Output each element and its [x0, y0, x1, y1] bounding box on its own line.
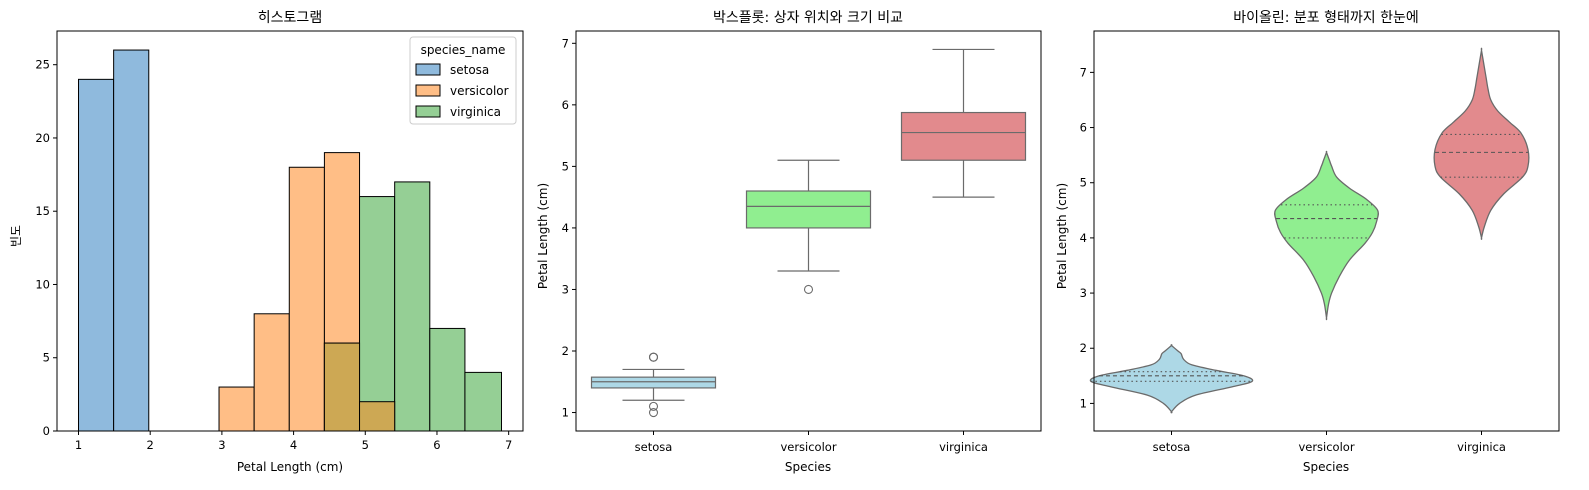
histogram-bar-versicolor	[218, 386, 255, 432]
histogram-legend: species_name setosa versicolor virginica	[409, 36, 517, 125]
histogram-bar-virginica	[394, 181, 431, 432]
violin-panel: 바이올린: 분포 형태까지 한눈에 setosa versicolor virgin…	[1055, 10, 1560, 474]
histogram-y-tick-label: 25	[35, 58, 50, 72]
box-setosa-iqr	[590, 376, 717, 389]
boxplot-y-tick-label: 6	[562, 98, 569, 112]
boxplot-y-tick-label: 5	[562, 159, 569, 173]
histogram-bar-overlap	[323, 342, 361, 432]
violin-frame	[1093, 30, 1560, 432]
boxplot-y-tick-label: 7	[562, 36, 569, 50]
histogram-y-tick-label: 0	[43, 424, 50, 438]
legend-box	[409, 36, 517, 125]
legend-label-versicolor: versicolor	[450, 84, 509, 98]
box-setosa-outlier	[648, 407, 659, 418]
histogram-bar-virginica	[359, 196, 396, 432]
violin-versicolor-body	[1274, 150, 1379, 321]
boxplot-x-tick-label: setosa	[635, 440, 673, 454]
histogram-x-tick-label: 4	[290, 438, 297, 452]
boxplot-title: 박스플롯: 상자 위치와 크기 비교	[713, 10, 903, 26]
violin-y-ticks: 1 2 3 4 5 6 7	[1080, 65, 1094, 410]
histogram-x-tick-label: 3	[218, 438, 225, 452]
legend-swatch-versicolor	[415, 84, 441, 97]
histogram-panel: 히스토그램 1 2 3 4 5 6 7 0 5 10 15 20 25 Petal Length (c…	[9, 10, 524, 474]
histogram-x-tick-label: 2	[147, 438, 154, 452]
violin-y-label: Petal Length (cm)	[1055, 183, 1069, 289]
violin-x-ticks: setosa versicolor virginica	[1153, 431, 1506, 454]
histogram-bars	[78, 49, 502, 432]
violin-y-tick-label: 5	[1080, 176, 1087, 190]
histogram-bar-virginica	[429, 327, 466, 432]
violin-x-tick-label: versicolor	[1298, 440, 1354, 454]
histogram-bar-versicolor	[253, 313, 290, 432]
histogram-x-tick-label: 5	[362, 438, 369, 452]
histogram-y-ticks: 0 5 10 15 20 25	[35, 58, 57, 438]
histogram-bar-setosa	[78, 78, 115, 432]
violin-x-tick-label: setosa	[1153, 440, 1191, 454]
boxplot-y-tick-label: 2	[562, 344, 569, 358]
violin-x-label: Species	[1303, 460, 1349, 474]
histogram-title: 히스토그램	[258, 10, 322, 26]
boxplot-panel: 박스플롯: 상자 위치와 크기 비교 setosa versicolor virgi…	[536, 10, 1042, 474]
boxplot-boxes	[590, 48, 1027, 418]
histogram-frame	[56, 30, 524, 432]
violin-y-tick-label: 3	[1080, 286, 1087, 300]
violin-y-tick-label: 1	[1080, 396, 1087, 410]
boxplot-y-ticks: 1 2 3 4 5 6 7	[562, 36, 576, 420]
histogram-y-tick-label: 5	[43, 351, 50, 365]
histogram-bar-virginica	[464, 371, 502, 432]
histogram-x-ticks: 1 2 3 4 5 6 7	[75, 431, 512, 452]
legend-title: species_name	[421, 43, 506, 57]
histogram-x-tick-label: 6	[433, 438, 440, 452]
histogram-y-tick-label: 20	[35, 131, 50, 145]
legend-label-virginica: virginica	[450, 105, 501, 119]
box-versicolor-iqr	[745, 190, 872, 229]
violin-y-tick-label: 7	[1080, 65, 1087, 79]
violin-virginica-body	[1433, 47, 1530, 240]
legend-swatch-setosa	[415, 63, 441, 76]
boxplot-frame	[575, 30, 1042, 432]
boxplot-x-tick-label: versicolor	[780, 440, 836, 454]
violin-shapes	[1089, 47, 1530, 414]
box-versicolor-outlier	[803, 284, 814, 295]
histogram-bar-setosa	[113, 49, 150, 432]
boxplot-y-tick-label: 4	[562, 221, 569, 235]
legend-label-setosa: setosa	[450, 63, 489, 77]
histogram-x-tick-label: 1	[75, 438, 82, 452]
boxplot-x-ticks: setosa versicolor virginica	[635, 431, 988, 454]
box-virginica-iqr	[900, 111, 1027, 161]
histogram-bar-overlap	[359, 401, 396, 432]
violin-y-tick-label: 4	[1080, 231, 1087, 245]
histogram-y-tick-label: 15	[35, 204, 50, 218]
histogram-bar-versicolor	[288, 166, 325, 432]
boxplot-y-label: Petal Length (cm)	[536, 183, 550, 289]
violin-x-tick-label: virginica	[1457, 440, 1506, 454]
box-setosa-outlier	[648, 352, 659, 362]
violin-title: 바이올린: 분포 형태까지 한눈에	[1233, 10, 1419, 26]
histogram-x-label: Petal Length (cm)	[237, 460, 343, 474]
histogram-x-tick-label: 7	[505, 438, 512, 452]
boxplot-x-tick-label: virginica	[939, 440, 988, 454]
legend-swatch-virginica	[415, 105, 441, 118]
violin-setosa-body	[1089, 344, 1254, 414]
histogram-y-label: 빈도	[9, 225, 23, 247]
histogram-y-tick-label: 10	[35, 277, 50, 291]
violin-y-tick-label: 6	[1080, 121, 1087, 135]
boxplot-y-tick-label: 3	[562, 282, 569, 296]
boxplot-x-label: Species	[785, 460, 831, 474]
violin-y-tick-label: 2	[1080, 341, 1087, 355]
box-setosa-outlier	[648, 401, 659, 411]
boxplot-y-tick-label: 1	[562, 406, 569, 420]
